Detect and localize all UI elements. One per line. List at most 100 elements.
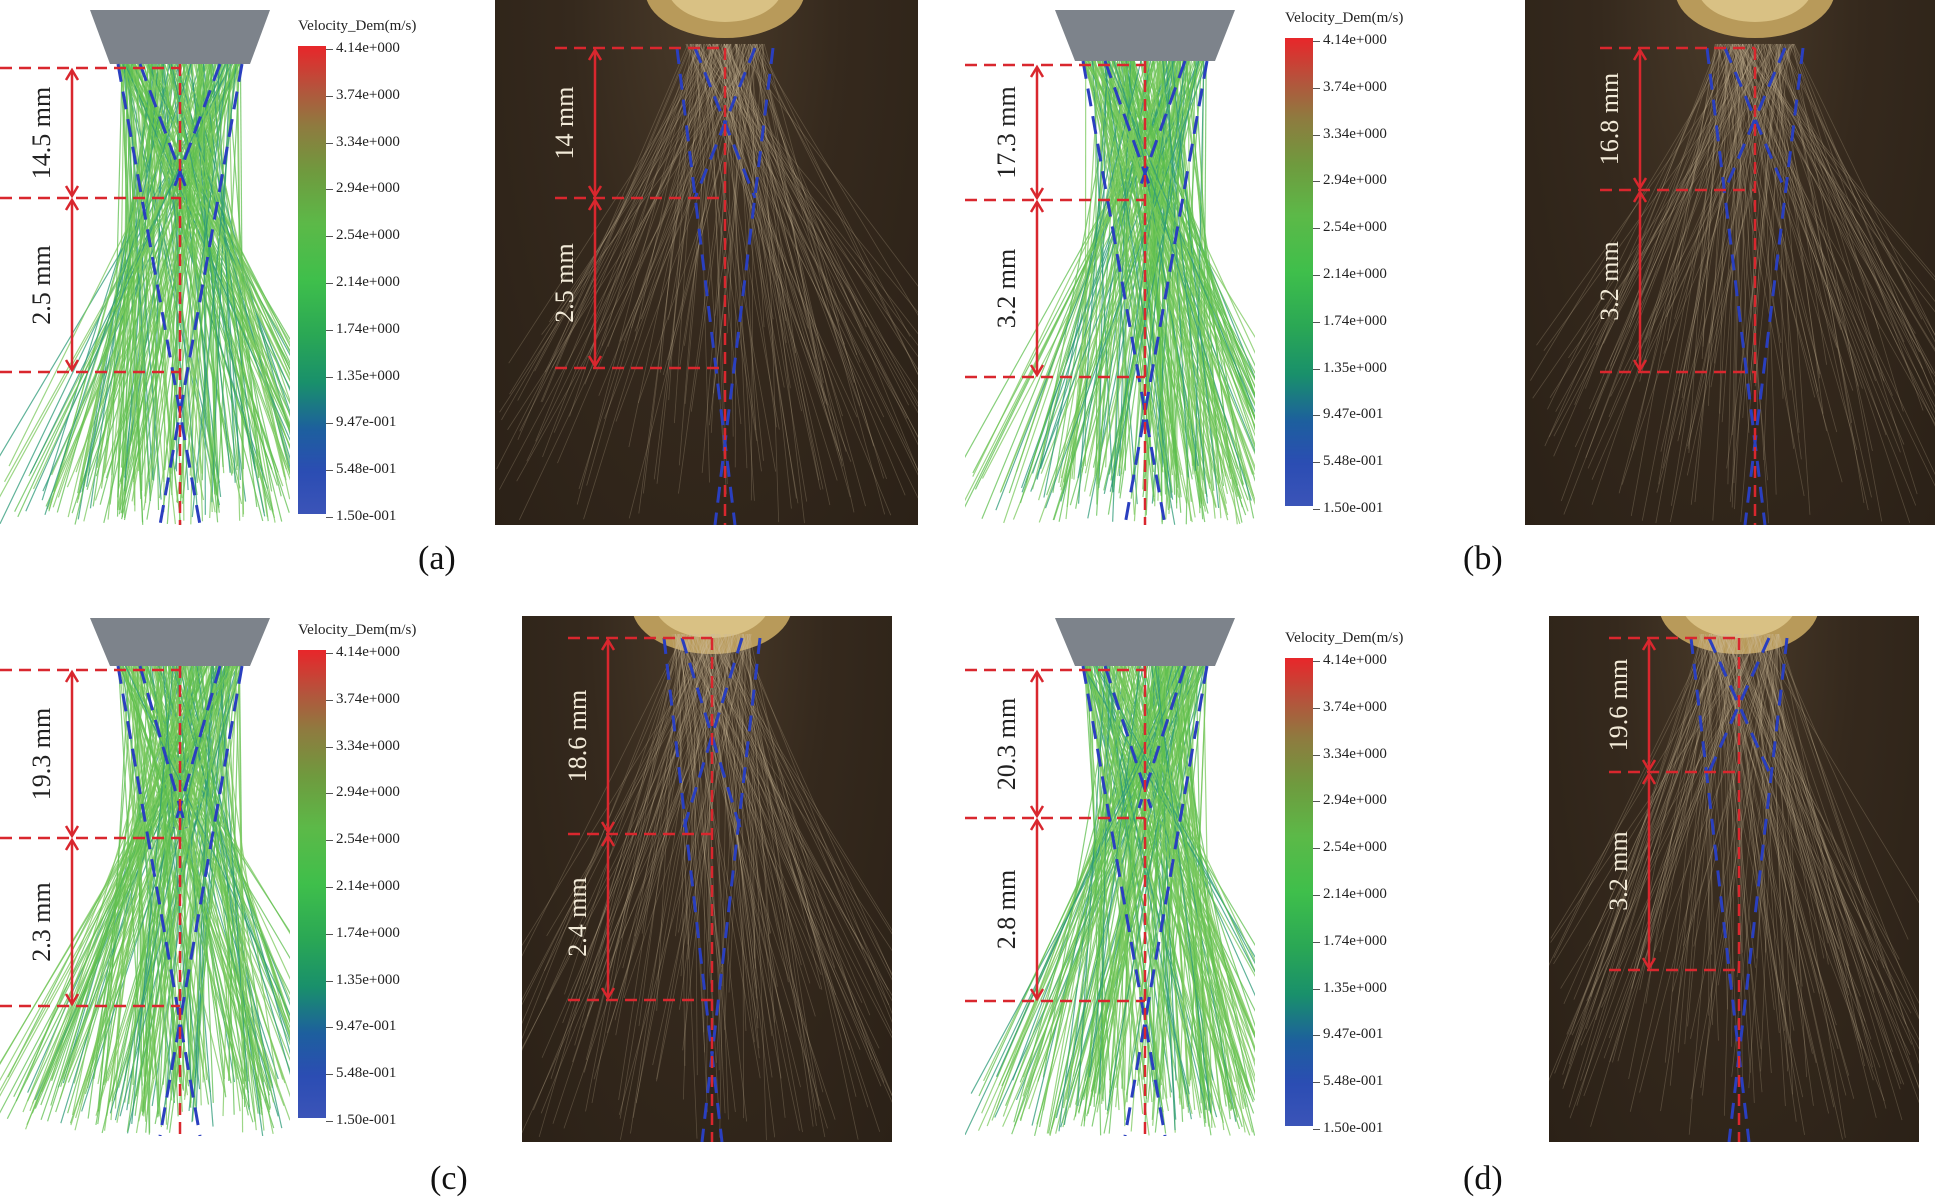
spray-streak xyxy=(1788,43,1935,386)
particle-track xyxy=(1087,60,1255,428)
colorbar-tick-label: 1.74e+000 xyxy=(1313,312,1387,329)
spray-streak xyxy=(1717,633,1813,1054)
arrow-head xyxy=(1641,759,1657,773)
spray-streak xyxy=(1711,633,1837,1026)
spray-streak xyxy=(1580,633,1770,1046)
spray-streak xyxy=(1608,43,1764,418)
spray-streak xyxy=(716,43,774,320)
particle-track xyxy=(166,63,201,524)
particle-track xyxy=(1154,665,1212,1113)
measurement-label: 20.3 mm xyxy=(992,698,1021,790)
colorbar-tick-label: 2.94e+000 xyxy=(1313,792,1387,809)
spray-streak xyxy=(720,43,851,498)
spray-streak xyxy=(1737,633,1820,994)
spray-streak xyxy=(1548,43,1756,438)
spray-streak xyxy=(709,43,918,476)
spray-streak xyxy=(762,43,780,523)
colorbar-title: Velocity_Dem(m/s) xyxy=(298,622,417,638)
spray-streak xyxy=(1701,633,1719,1041)
spray-streak xyxy=(1700,633,1804,1098)
particle-track xyxy=(181,63,229,504)
spray-streak xyxy=(734,43,738,468)
particle-track xyxy=(67,63,177,518)
spray-streak xyxy=(691,43,918,358)
spray-streak xyxy=(519,43,746,521)
particle-track xyxy=(1179,665,1213,1100)
panel-caption: (c) xyxy=(430,1160,468,1197)
particle-track xyxy=(133,63,216,485)
colorbar-tick-label: 3.74e+000 xyxy=(326,86,400,103)
spray-streak xyxy=(671,633,723,973)
cone-line xyxy=(1103,60,1153,191)
spray-streak xyxy=(753,43,918,376)
measurement-label: 16.8 mm xyxy=(1595,73,1624,165)
spray-streak xyxy=(726,43,824,490)
spray-streak xyxy=(1792,43,1924,411)
jet-cone-lines xyxy=(116,665,244,1136)
spray-streak xyxy=(697,43,918,313)
colorbar-tick-label: 1.74e+000 xyxy=(1313,932,1387,949)
spray-streak xyxy=(609,633,710,969)
spray-streak xyxy=(679,633,712,984)
spray-streak xyxy=(1764,43,1869,511)
particle-track xyxy=(174,665,274,1134)
colorbar-tick-label: 1.35e+000 xyxy=(1313,359,1387,376)
colorbar-tick-label: 5.48e-001 xyxy=(1312,453,1384,470)
arrow-head xyxy=(64,837,80,851)
spray-streak xyxy=(710,43,724,444)
particle-track xyxy=(107,665,242,1082)
spray-streak xyxy=(697,43,777,472)
simulation-view: 14.5 mm 2.5 mm xyxy=(0,10,290,525)
spray-streak xyxy=(1715,633,1795,1031)
spray-streak xyxy=(1759,633,1766,953)
nozzle xyxy=(90,10,270,64)
arrow-head xyxy=(587,355,603,369)
spray-streak xyxy=(1737,43,1858,451)
spray-streak xyxy=(684,43,718,404)
spray-streak xyxy=(724,633,836,995)
spray-streak xyxy=(1618,43,1738,494)
simulation-drawing: 17.3 mm 3.2 mm xyxy=(965,10,1255,525)
spray-streak xyxy=(1793,43,1932,390)
particle-track xyxy=(194,665,213,1078)
reference-lines xyxy=(568,636,714,1142)
reference-lines xyxy=(555,46,727,525)
colorbar-gradient xyxy=(1285,38,1313,506)
particle-track xyxy=(1111,60,1255,367)
spray-streak xyxy=(710,633,803,1133)
cone-line xyxy=(1081,665,1167,1136)
spray-streak xyxy=(708,633,717,942)
spray-streak xyxy=(1720,633,1850,1076)
spray-streak xyxy=(724,633,820,936)
spray-streak xyxy=(1769,43,1821,379)
spray-streak xyxy=(687,633,740,960)
spray-streak xyxy=(1726,43,1838,348)
spray-streak xyxy=(1621,43,1767,485)
spray-streak xyxy=(1742,43,1772,418)
particle-track xyxy=(141,63,212,475)
spray-streak xyxy=(1569,633,1746,1119)
particle-track xyxy=(1061,665,1170,1124)
spray-streak xyxy=(1587,43,1777,469)
colorbar-title: Velocity_Dem(m/s) xyxy=(1285,630,1404,646)
particle-track xyxy=(1097,60,1103,489)
spray-streak xyxy=(1677,633,1716,1053)
spray-streak xyxy=(741,43,792,509)
spray-streak xyxy=(538,633,686,1138)
colorbar-tick-label: 9.47e-001 xyxy=(1312,406,1384,423)
dimension-arrows xyxy=(587,47,603,369)
particle-track xyxy=(122,665,226,1093)
colorbar-tick-label: 2.14e+000 xyxy=(326,274,400,290)
spray-streak xyxy=(1588,43,1744,410)
photo-drawing: 14 mm 2.5 mm xyxy=(496,0,918,525)
spray-streak xyxy=(746,633,771,935)
particle-track xyxy=(222,665,237,1117)
panel-d: 20.3 mm 2.8 mm Velocity_Dem(m/s) 4.14e+000… xyxy=(965,612,1943,1204)
spray-streak xyxy=(635,633,718,1104)
particle-track xyxy=(1096,665,1255,965)
spray-streak xyxy=(750,43,755,501)
spray-streak xyxy=(743,43,918,472)
particle-track xyxy=(1093,60,1164,473)
spray-streak xyxy=(699,633,824,1093)
spray-streak xyxy=(1633,633,1702,973)
